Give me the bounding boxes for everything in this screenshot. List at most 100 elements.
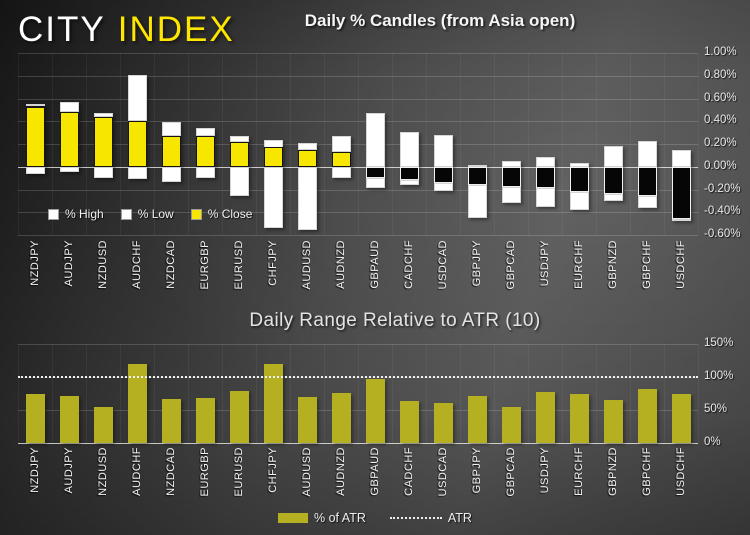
legend-pct-of-atr-label: % of ATR bbox=[314, 511, 366, 525]
category-separator-gridline bbox=[494, 53, 495, 235]
y-tick-label: 0.00% bbox=[704, 159, 737, 172]
legend-item-pct-of-atr: % of ATR bbox=[278, 511, 366, 525]
zero-axis-line bbox=[18, 166, 698, 168]
x-label-cell: USDCHF bbox=[664, 447, 698, 509]
x-label-USDJPY: USDJPY bbox=[539, 240, 551, 287]
x-label-cell: CHFJPY bbox=[256, 447, 290, 509]
category-separator-gridline bbox=[698, 53, 699, 235]
x-label-USDJPY: USDJPY bbox=[539, 447, 551, 494]
category-separator-gridline bbox=[358, 53, 359, 235]
gridline bbox=[18, 189, 698, 191]
x-label-USDCAD: USDCAD bbox=[437, 447, 449, 497]
category-separator-gridline bbox=[392, 344, 393, 443]
legend-item-high: % High bbox=[48, 207, 104, 221]
candles-plot-area: 1.00% 0.80% 0.60% 0.40% 0.20% 0.00% -0.20% -0.4… bbox=[18, 46, 740, 240]
gridline bbox=[18, 75, 698, 77]
category-separator-gridline bbox=[188, 344, 189, 443]
high-segment-GBPNZD bbox=[603, 146, 623, 167]
atr-bar-GBPNZD bbox=[603, 400, 623, 443]
category-separator-gridline bbox=[324, 53, 325, 235]
low-segment-GBPCHF bbox=[637, 196, 657, 208]
x-label-cell: USDCAD bbox=[426, 447, 460, 509]
gridline bbox=[18, 235, 698, 236]
atr-bar-NZDJPY bbox=[25, 394, 45, 443]
close-segment-USDCHF bbox=[671, 166, 691, 220]
x-label-cell: GBPNZD bbox=[596, 447, 630, 509]
low-segment-AUDJPY bbox=[59, 166, 79, 173]
x-label-cell: AUDCHF bbox=[120, 240, 154, 302]
high-segment-USDCAD bbox=[433, 134, 453, 167]
close-segment-EURCHF bbox=[569, 166, 589, 192]
low-segment-NZDCAD bbox=[161, 166, 181, 182]
x-label-cell: AUDNZD bbox=[324, 447, 358, 509]
low-segment-CHFJPY bbox=[263, 166, 283, 229]
close-swatch-icon bbox=[190, 208, 202, 220]
x-label-cell: GBPCHF bbox=[630, 240, 664, 302]
close-segment-NZDUSD bbox=[93, 116, 113, 167]
x-label-cell: AUDUSD bbox=[290, 240, 324, 302]
x-label-cell: USDJPY bbox=[528, 447, 562, 509]
x-label-EURUSD: EURUSD bbox=[233, 240, 245, 290]
high-segment-GBPJPY bbox=[467, 164, 487, 167]
close-segment-GBPCAD bbox=[501, 166, 521, 188]
x-label-GBPCHF: GBPCHF bbox=[641, 447, 653, 496]
legend-item-low: % Low bbox=[120, 207, 174, 221]
high-segment-AUDUSD bbox=[297, 142, 317, 150]
high-segment-NZDCAD bbox=[161, 122, 181, 136]
low-segment-EURUSD bbox=[229, 166, 249, 197]
x-label-cell: NZDCAD bbox=[154, 240, 188, 302]
low-segment-USDCHF bbox=[671, 219, 691, 222]
close-segment-AUDCHF bbox=[127, 121, 147, 167]
y-tick-label: 100% bbox=[704, 370, 734, 382]
gridline bbox=[18, 212, 698, 214]
low-segment-AUDNZD bbox=[331, 166, 351, 179]
x-label-cell: GBPCAD bbox=[494, 447, 528, 509]
brand-logo-index: INDEX bbox=[117, 10, 235, 49]
atr-legend: % of ATR ATR bbox=[0, 511, 750, 525]
x-label-cell: AUDJPY bbox=[52, 240, 86, 302]
atr-bar-USDCAD bbox=[433, 403, 453, 443]
x-label-USDCAD: USDCAD bbox=[437, 240, 449, 290]
y-tick-label: -0.20% bbox=[704, 182, 741, 195]
close-segment-USDCAD bbox=[433, 166, 453, 183]
x-label-cell: NZDUSD bbox=[86, 447, 120, 509]
x-label-NZDUSD: NZDUSD bbox=[97, 447, 109, 496]
low-segment-NZDUSD bbox=[93, 166, 113, 179]
x-label-GBPAUD: GBPAUD bbox=[369, 240, 381, 289]
close-segment-NZDJPY bbox=[25, 106, 45, 167]
x-label-GBPNZD: GBPNZD bbox=[607, 447, 619, 496]
category-separator-gridline bbox=[664, 344, 665, 443]
category-separator-gridline bbox=[18, 344, 19, 443]
high-segment-AUDCHF bbox=[127, 74, 147, 122]
x-label-cell: USDCAD bbox=[426, 240, 460, 302]
atr-bar-USDJPY bbox=[535, 392, 555, 443]
y-tick-label: 0.80% bbox=[704, 68, 737, 81]
x-label-cell: AUDUSD bbox=[290, 447, 324, 509]
y-tick-label: 0.60% bbox=[704, 91, 737, 104]
low-segment-GBPJPY bbox=[467, 184, 487, 218]
brand-logo-city: CITY bbox=[18, 10, 106, 49]
high-segment-CHFJPY bbox=[263, 139, 283, 148]
high-segment-EURUSD bbox=[229, 136, 249, 142]
high-segment-EURGBP bbox=[195, 128, 215, 137]
x-label-GBPCHF: GBPCHF bbox=[641, 240, 653, 289]
x-label-USDCHF: USDCHF bbox=[675, 447, 687, 496]
x-label-AUDJPY: AUDJPY bbox=[63, 240, 75, 287]
x-label-USDCHF: USDCHF bbox=[675, 240, 687, 289]
atr-plot-area: 150% 100% 50% 0% bbox=[18, 337, 733, 448]
y-tick-label: 0% bbox=[704, 436, 721, 448]
category-separator-gridline bbox=[358, 344, 359, 443]
x-label-cell: NZDCAD bbox=[154, 447, 188, 509]
high-segment-NZDUSD bbox=[93, 113, 113, 117]
gridline bbox=[18, 410, 698, 411]
gridline bbox=[18, 53, 698, 54]
close-segment-CADCHF bbox=[399, 166, 419, 181]
y-tick-label: 0.20% bbox=[704, 137, 737, 149]
low-segment-GBPCAD bbox=[501, 187, 521, 204]
atr-bar-AUDUSD bbox=[297, 396, 317, 443]
category-separator-gridline bbox=[460, 344, 461, 443]
close-segment-EURUSD bbox=[229, 141, 249, 167]
category-separator-gridline bbox=[426, 344, 427, 443]
x-label-cell: USDJPY bbox=[528, 240, 562, 302]
